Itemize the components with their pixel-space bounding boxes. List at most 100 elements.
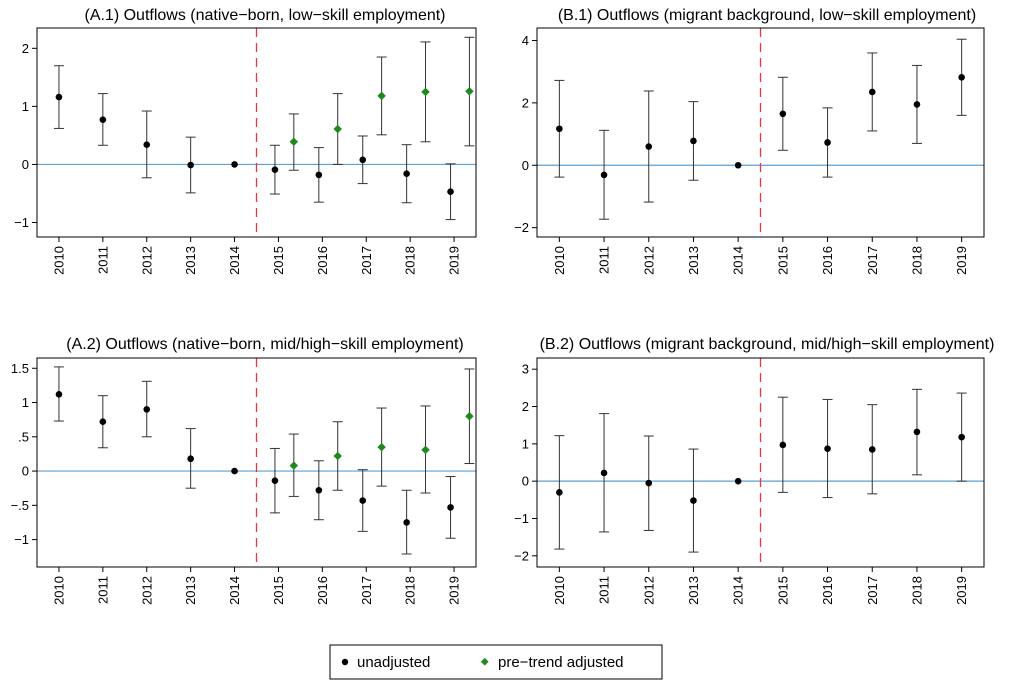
unadjusted-point xyxy=(403,519,410,526)
unadjusted-point xyxy=(734,477,742,485)
x-tick-label: 2010 xyxy=(51,576,66,605)
unadjusted-point xyxy=(824,139,831,146)
y-tick-label: −1 xyxy=(14,532,29,547)
x-tick-label: 2018 xyxy=(403,246,418,275)
y-tick-label: 4 xyxy=(522,33,529,48)
unadjusted-point xyxy=(958,433,965,441)
adjusted-point xyxy=(377,442,386,452)
x-tick-label: 2012 xyxy=(139,246,154,275)
y-tick-label: .5 xyxy=(18,429,29,444)
unadjusted-point xyxy=(447,188,454,196)
x-tick-label: 2016 xyxy=(315,246,330,275)
x-tick-label: 2012 xyxy=(641,246,656,275)
unadjusted-point xyxy=(690,137,697,145)
x-tick-label: 2015 xyxy=(271,246,286,275)
panel-title: (B.2) Outflows (migrant background, mid/… xyxy=(540,336,995,353)
x-tick-label: 2014 xyxy=(731,576,746,605)
legend-marker-unadjusted xyxy=(341,658,349,666)
unadjusted-point xyxy=(315,171,323,179)
unadjusted-point xyxy=(359,497,367,504)
unadjusted-point xyxy=(403,170,410,178)
legend-marker-adjusted xyxy=(480,657,489,666)
x-tick-label: 2019 xyxy=(447,246,462,275)
y-tick-label: 1 xyxy=(22,395,29,410)
x-tick-label: 2016 xyxy=(315,576,330,605)
unadjusted-point xyxy=(824,445,831,452)
plot-frame xyxy=(536,357,985,568)
y-tick-label: 2 xyxy=(522,95,529,110)
unadjusted-point xyxy=(779,110,787,118)
panel-title: (A.2) Outflows (native−born, mid/high−sk… xyxy=(66,336,464,353)
plot-frame xyxy=(36,357,477,568)
unadjusted-point xyxy=(99,418,107,426)
unadjusted-point xyxy=(556,489,563,496)
unadjusted-point xyxy=(315,486,323,494)
x-tick-label: 2018 xyxy=(909,576,924,605)
unadjusted-point xyxy=(645,479,653,487)
x-tick-label: 2012 xyxy=(139,576,154,605)
y-tick-label: 0 xyxy=(522,158,529,173)
unadjusted-point xyxy=(231,161,238,168)
unadjusted-point xyxy=(359,156,367,164)
unadjusted-point xyxy=(913,428,921,436)
adjusted-point xyxy=(377,91,386,101)
unadjusted-point xyxy=(913,101,921,108)
unadjusted-point xyxy=(271,166,279,173)
y-tick-label: 2 xyxy=(522,399,529,414)
panel-a1: (A.1) Outflows (native−born, low−skill e… xyxy=(14,7,477,275)
x-tick-label: 2017 xyxy=(865,246,880,275)
unadjusted-point xyxy=(99,116,107,124)
y-tick-label: 0 xyxy=(522,474,529,489)
unadjusted-point xyxy=(187,455,194,463)
x-tick-label: 2014 xyxy=(731,246,746,275)
unadjusted-point xyxy=(600,171,608,179)
x-tick-label: 2011 xyxy=(597,246,612,274)
y-tick-label: 2 xyxy=(22,41,29,56)
y-tick-label: −2 xyxy=(514,220,529,235)
x-tick-label: 2010 xyxy=(552,246,567,275)
y-tick-label: 0 xyxy=(22,464,29,479)
unadjusted-point xyxy=(55,391,63,398)
unadjusted-point xyxy=(645,143,653,150)
unadjusted-point xyxy=(271,477,279,484)
y-tick-label: −2 xyxy=(514,548,529,563)
x-tick-label: 2010 xyxy=(51,246,66,275)
x-tick-label: 2016 xyxy=(820,576,835,605)
unadjusted-point xyxy=(231,467,238,475)
y-tick-label: 0 xyxy=(22,157,29,172)
unadjusted-point xyxy=(958,73,965,81)
y-tick-label: −1 xyxy=(14,215,29,230)
y-tick-label: 1 xyxy=(522,436,529,451)
panel-b1: (B.1) Outflows (migrant background, low−… xyxy=(514,7,985,275)
x-tick-label: 2019 xyxy=(954,576,969,605)
adjusted-point xyxy=(333,124,342,134)
x-tick-label: 2012 xyxy=(641,576,656,605)
y-tick-label: −1 xyxy=(514,511,529,526)
panel-title: (B.1) Outflows (migrant background, low−… xyxy=(558,7,976,24)
x-tick-label: 2011 xyxy=(597,576,612,604)
adjusted-point xyxy=(465,412,474,421)
plot-frame xyxy=(536,27,985,238)
x-tick-label: 2019 xyxy=(954,246,969,275)
x-tick-label: 2014 xyxy=(227,576,242,605)
legend-label-unadjusted: unadjusted xyxy=(357,654,430,671)
x-tick-label: 2010 xyxy=(552,576,567,605)
unadjusted-point xyxy=(187,161,194,169)
panel-a2: (A.2) Outflows (native−born, mid/high−sk… xyxy=(11,336,477,605)
adjusted-point xyxy=(333,451,342,461)
x-tick-label: 2013 xyxy=(686,246,701,275)
x-tick-label: 2011 xyxy=(95,246,110,274)
x-tick-label: 2015 xyxy=(271,576,286,605)
unadjusted-point xyxy=(868,446,876,453)
unadjusted-point xyxy=(447,504,454,511)
unadjusted-point xyxy=(556,125,563,133)
unadjusted-point xyxy=(143,141,151,148)
unadjusted-point xyxy=(868,88,876,96)
x-tick-label: 2013 xyxy=(183,246,198,275)
x-tick-label: 2013 xyxy=(183,576,198,605)
x-tick-label: 2018 xyxy=(403,576,418,605)
x-tick-label: 2014 xyxy=(227,246,242,275)
x-tick-label: 2013 xyxy=(686,576,701,605)
unadjusted-point xyxy=(690,497,697,504)
